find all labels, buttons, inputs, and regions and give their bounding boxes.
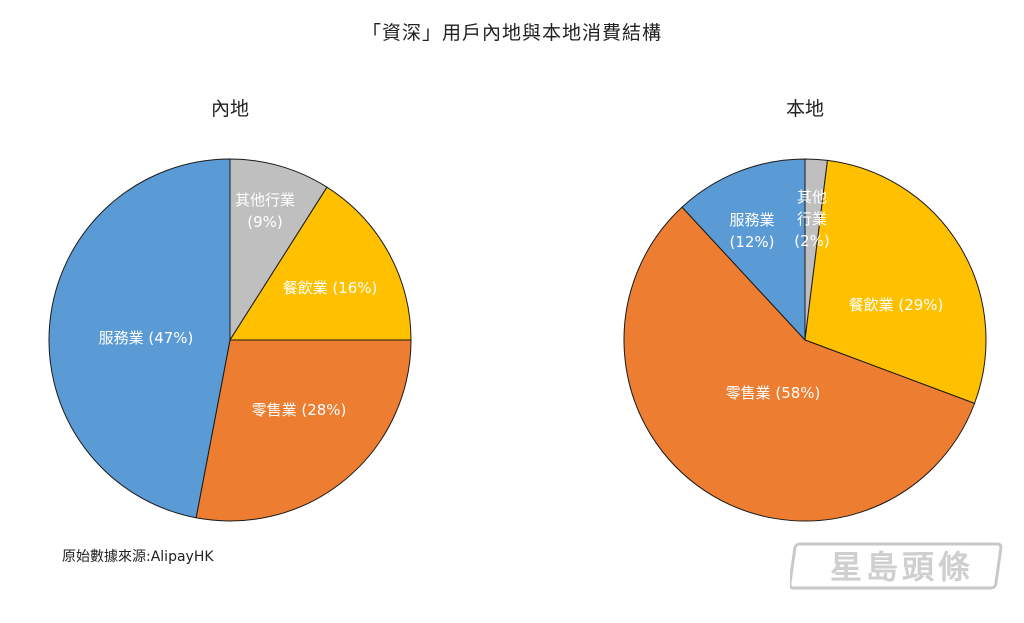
- slice-label-local-1: 餐飲業 (29%): [849, 296, 944, 314]
- slice-label-mainland-2: 零售業 (28%): [252, 401, 347, 419]
- slice-label-mainland-3: 服務業 (47%): [99, 329, 194, 347]
- pie-mainland: 其他行業(9%) 餐飲業 (16%) 零售業 (28%) 服務業 (47%): [48, 158, 412, 522]
- slice-label-mainland-1: 餐飲業 (16%): [283, 279, 378, 297]
- pie-slice-local-1: [804, 159, 987, 405]
- slice-label-local-2: 零售業 (58%): [726, 384, 821, 402]
- slice-label-mainland-0: 其他行業(9%): [235, 191, 295, 231]
- watermark-text: 星島頭條: [830, 548, 974, 586]
- source-note: 原始數據來源:AlipayHK: [62, 549, 214, 565]
- pie-slice-mainland-2: [195, 339, 412, 522]
- pie-slice-local-3: [681, 158, 806, 342]
- pie-slice-mainland-3: [48, 158, 231, 519]
- slice-label-local-0: 其他行業(2%): [794, 188, 830, 250]
- pie-title-mainland: 內地: [211, 98, 249, 120]
- pie-local: 其他行業(2%) 餐飲業 (29%) 零售業 (58%) 服務業(12%): [623, 158, 987, 522]
- pie-title-local: 本地: [786, 98, 824, 120]
- pie-slice-local-2: [623, 206, 976, 522]
- chart-title: 「資深」用戶內地與本地消費結構: [361, 22, 662, 44]
- watermark-logo: 星島頭條: [790, 542, 1003, 590]
- slice-label-local-3: 服務業(12%): [729, 211, 774, 251]
- pie-slice-mainland-1: [229, 186, 412, 341]
- pie-slice-mainland-0: [229, 158, 328, 342]
